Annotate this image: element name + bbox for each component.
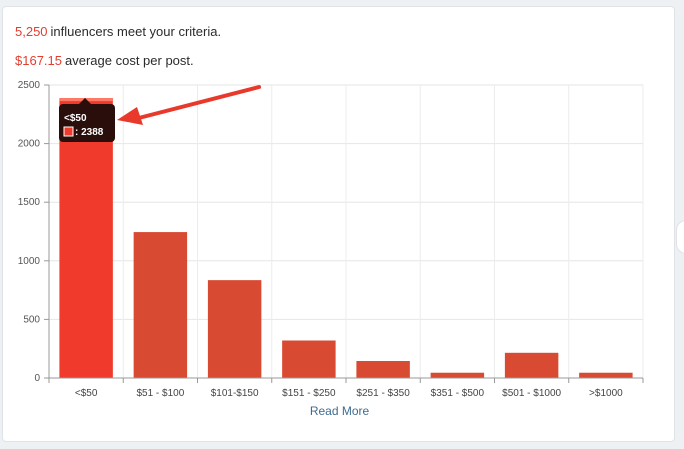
tooltip-swatch [63, 126, 74, 137]
y-tick-label: 2500 [18, 80, 41, 91]
read-more-link[interactable]: Read More [309, 404, 370, 418]
tooltip-pointer [79, 98, 91, 104]
y-tick-label: 2000 [18, 139, 41, 150]
influencer-count-line: 5,250 influencers meet your criteria. [15, 24, 221, 39]
bar-3[interactable] [282, 340, 336, 378]
bar-2[interactable] [207, 280, 262, 378]
average-cost: $167.15 [15, 53, 62, 68]
bar-1[interactable] [133, 232, 188, 378]
influencer-count: 5,250 [15, 24, 48, 39]
tooltip-value: : 2388 [75, 127, 104, 138]
bar-6[interactable] [504, 352, 559, 378]
influencer-count-text: influencers meet your criteria. [50, 24, 222, 39]
y-tick-label: 1000 [18, 256, 41, 267]
x-category-label: <$50 [75, 388, 98, 399]
x-category-label: $351 - $500 [431, 388, 485, 399]
tooltip-title: <$50 [64, 113, 87, 124]
y-tick-label: 500 [23, 314, 40, 325]
x-category-label: $501 - $1000 [502, 388, 561, 399]
bar-7[interactable] [579, 372, 633, 378]
average-cost-text: average cost per post. [65, 53, 194, 68]
annotation-arrowhead [117, 107, 143, 125]
bar-5[interactable] [430, 372, 485, 378]
side-panel-tab[interactable] [676, 220, 684, 254]
results-card: 5,250 influencers meet your criteria. $16… [2, 6, 675, 442]
bar-4[interactable] [356, 361, 410, 378]
bar-0[interactable] [59, 98, 113, 378]
x-category-label: $251 - $350 [356, 388, 410, 399]
annotation-arrow [129, 85, 261, 122]
y-tick-label: 1500 [18, 197, 41, 208]
y-tick-label: 0 [34, 373, 40, 384]
x-category-label: $151 - $250 [282, 388, 336, 399]
x-category-label: $51 - $100 [136, 388, 184, 399]
x-category-label: >$1000 [589, 388, 623, 399]
bar-tooltip: <$50 : 2388 [59, 98, 115, 142]
cost-distribution-chart: 0 500 1000 1500 2000 2500 <$50 $51 - $100 $101-$… [18, 80, 644, 399]
average-cost-line: $167.15 average cost per post. [15, 53, 194, 68]
x-category-label: $101-$150 [211, 388, 259, 399]
